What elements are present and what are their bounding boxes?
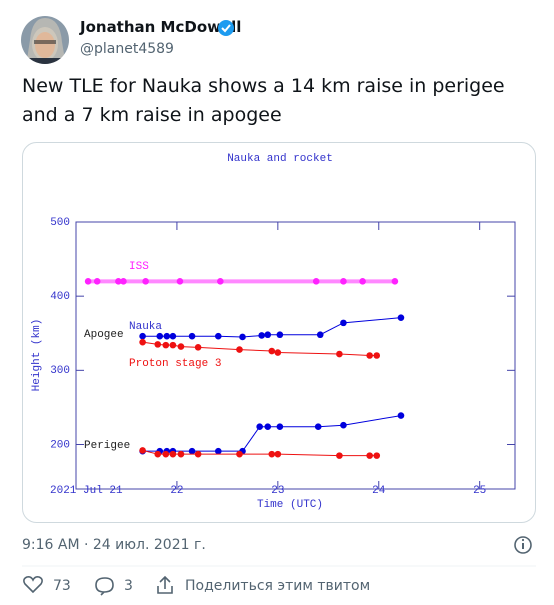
verified-badge	[218, 20, 234, 36]
data-point	[276, 423, 284, 431]
data-point	[274, 349, 282, 356]
data-point	[236, 346, 243, 353]
x-tick-label: 22	[170, 485, 183, 497]
data-point	[93, 278, 101, 285]
tweet-text: New TLE for Nauka shows a 14 km raise in…	[22, 75, 505, 126]
data-point	[312, 278, 320, 285]
y-tick-label: 200	[50, 439, 70, 451]
data-point	[214, 447, 222, 455]
author-name[interactable]: Jonathan McDowell	[79, 18, 241, 36]
avatar[interactable]	[21, 16, 69, 68]
x-axis-label: Time (UTC)	[257, 499, 323, 511]
data-point	[366, 452, 373, 459]
data-point	[217, 278, 224, 285]
data-point	[336, 350, 343, 358]
info-icon[interactable]	[514, 536, 532, 554]
timestamp[interactable]: 9:16 AM · 24 июл. 2021 г.	[22, 537, 206, 553]
annotation: Apogee	[84, 329, 124, 341]
data-point	[156, 332, 164, 340]
data-point	[239, 333, 246, 341]
data-point	[115, 278, 122, 285]
x-tick-label: 25	[473, 485, 486, 497]
data-point	[316, 331, 324, 339]
data-point	[366, 352, 373, 359]
data-point	[373, 352, 381, 359]
author-handle[interactable]: @planet4589	[80, 41, 174, 57]
retweet-count[interactable]: 3	[124, 578, 133, 594]
data-point	[169, 332, 177, 340]
data-point	[162, 341, 170, 349]
data-point	[139, 338, 146, 346]
data-point	[177, 450, 185, 458]
data-point	[340, 278, 347, 285]
annotation: Nauka	[129, 321, 162, 333]
x-tick-label: 2021 Jul 21	[50, 485, 123, 497]
data-point	[169, 450, 177, 458]
share-icon[interactable]	[157, 575, 173, 594]
x-tick-label: 23	[271, 485, 284, 497]
data-point	[236, 450, 243, 458]
like-icon[interactable]	[23, 576, 43, 594]
data-point	[274, 450, 282, 458]
data-point	[397, 412, 405, 419]
data-point	[268, 347, 276, 355]
data-point	[214, 332, 222, 340]
like-count[interactable]: 73	[53, 578, 71, 594]
data-point	[264, 331, 272, 339]
data-point	[256, 423, 263, 431]
share-label[interactable]: Поделиться этим твитом	[185, 578, 370, 594]
data-point	[84, 278, 92, 285]
data-point	[120, 278, 127, 285]
chart-title: Nauka and rocket	[227, 153, 333, 165]
data-point	[154, 450, 162, 458]
data-point	[188, 332, 196, 340]
data-point	[139, 332, 146, 340]
data-point	[397, 314, 405, 321]
data-point	[169, 341, 177, 349]
data-point	[268, 450, 276, 458]
annotation: Perigee	[84, 440, 130, 452]
annotation: Proton stage 3	[129, 358, 221, 370]
data-point	[176, 278, 184, 285]
data-point	[142, 278, 149, 285]
plot-frame	[75, 221, 516, 490]
data-point	[340, 421, 347, 429]
reply-icon[interactable]	[95, 577, 114, 596]
annotation: ISS	[129, 261, 149, 273]
data-point	[194, 344, 202, 351]
data-point	[391, 278, 399, 285]
data-point	[314, 423, 322, 431]
data-point	[359, 278, 366, 285]
y-tick-label: 500	[50, 217, 70, 229]
data-point	[162, 450, 170, 458]
data-point	[373, 452, 381, 459]
data-point	[139, 447, 146, 454]
data-point	[177, 343, 185, 350]
data-point	[336, 452, 343, 459]
data-point	[276, 331, 284, 339]
chart: Nauka and rocket Time (UTC) Height (km) …	[31, 153, 516, 511]
data-point	[258, 332, 265, 339]
data-point	[154, 341, 162, 348]
y-axis-label: Height (km)	[31, 319, 43, 392]
data-point	[340, 319, 347, 327]
x-tick-label: 24	[372, 485, 386, 497]
data-point	[188, 447, 196, 455]
data-point	[163, 332, 171, 340]
data-point	[264, 423, 272, 431]
y-tick-label: 400	[50, 291, 70, 303]
data-point	[194, 450, 202, 458]
y-tick-label: 300	[50, 365, 70, 377]
